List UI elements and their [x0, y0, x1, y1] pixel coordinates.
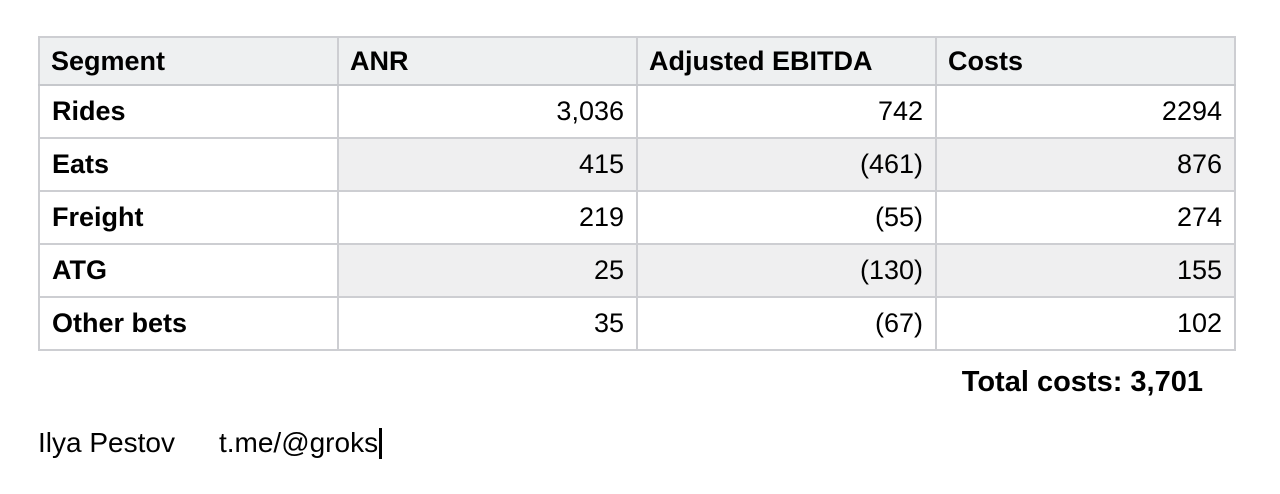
- costs-cell: 876: [935, 137, 1236, 192]
- ebitda-cell: (55): [636, 190, 937, 245]
- segment-cell: Freight: [38, 190, 339, 245]
- costs-cell: 102: [935, 296, 1236, 351]
- ebitda-cell: 742: [636, 84, 937, 139]
- table-row-rides: Rides 3,036 742 2294: [38, 84, 1236, 139]
- author-name: Ilya Pestov: [38, 427, 175, 458]
- ebitda-cell: (67): [636, 296, 937, 351]
- table-row-atg: ATG 25 (130) 155: [38, 243, 1236, 298]
- anr-cell: 415: [337, 137, 638, 192]
- total-costs-label: Total costs: 3,701: [961, 366, 1203, 398]
- anr-cell: 25: [337, 243, 638, 298]
- table-row-other-bets: Other bets 35 (67) 102: [38, 296, 1236, 351]
- ebitda-cell: (130): [636, 243, 937, 298]
- costs-cell: 2294: [935, 84, 1236, 139]
- column-header-segment: Segment: [38, 36, 339, 86]
- anr-cell: 35: [337, 296, 638, 351]
- segment-cell: Other bets: [38, 296, 339, 351]
- column-header-adjusted-ebitda: Adjusted EBITDA: [636, 36, 937, 86]
- anr-cell: 3,036: [337, 84, 638, 139]
- telegram-handle[interactable]: t.me/@groks: [218, 427, 379, 458]
- segment-cell: ATG: [38, 243, 339, 298]
- text-caret: [379, 427, 383, 459]
- table-row-freight: Freight 219 (55) 274: [38, 190, 1236, 245]
- segment-cell: Eats: [38, 137, 339, 192]
- column-header-anr: ANR: [337, 36, 638, 86]
- editable-text-line[interactable]: Ilya Pestov t.me/@groks: [38, 427, 383, 459]
- costs-cell: 155: [935, 243, 1236, 298]
- segments-table: Segment ANR Adjusted EBITDA Costs Rides …: [38, 36, 1236, 351]
- table-row-eats: Eats 415 (461) 876: [38, 137, 1236, 192]
- anr-cell: 219: [337, 190, 638, 245]
- table-header-row: Segment ANR Adjusted EBITDA Costs: [38, 36, 1236, 86]
- ebitda-cell: (461): [636, 137, 937, 192]
- costs-cell: 274: [935, 190, 1236, 245]
- column-header-costs: Costs: [935, 36, 1236, 86]
- segment-cell: Rides: [38, 84, 339, 139]
